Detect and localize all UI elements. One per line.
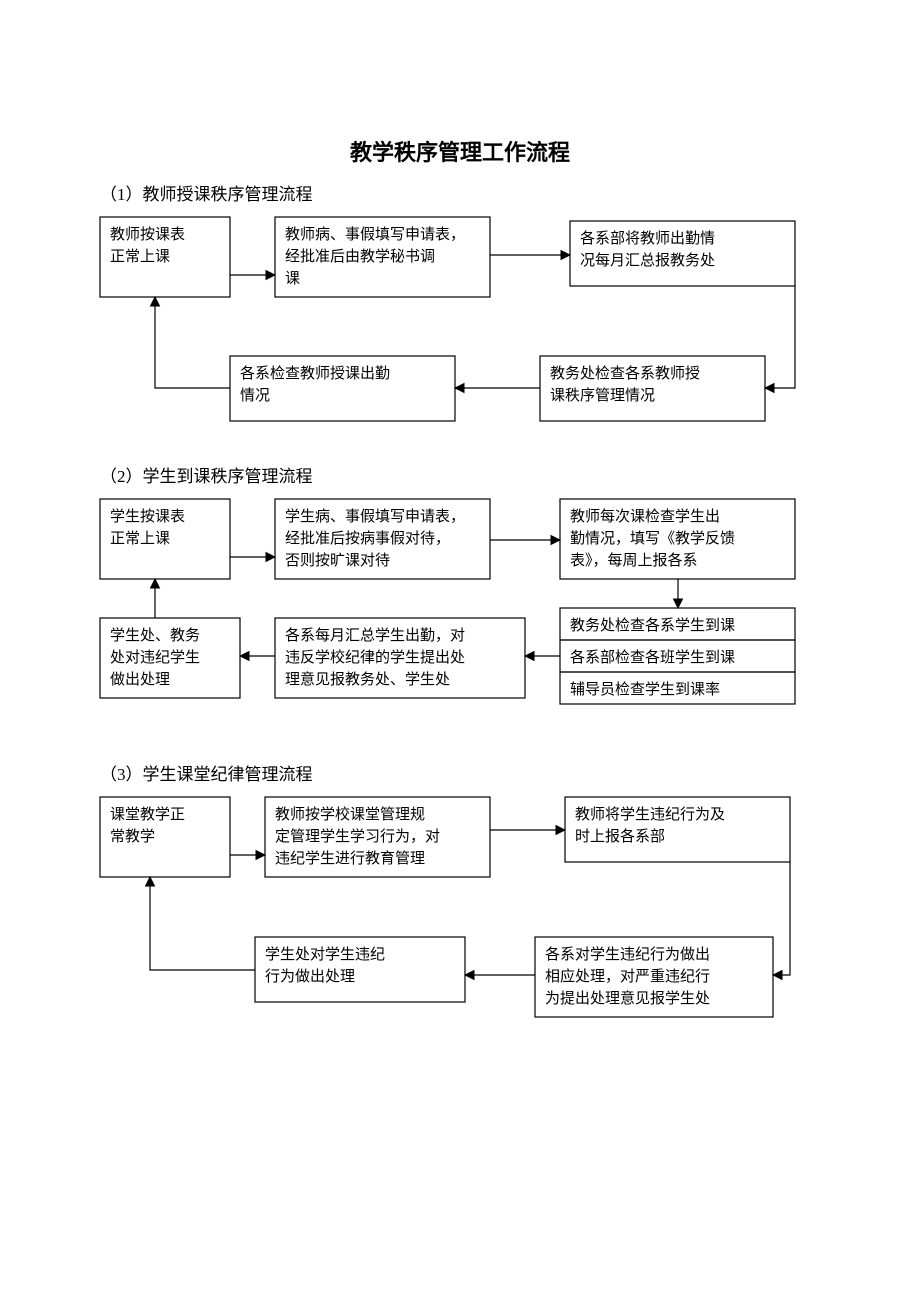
flow-node-text: 行为做出处理 <box>265 968 355 985</box>
flow-node-text: 正常上课 <box>110 530 170 547</box>
flow-node-text: 时上报各系部 <box>575 828 665 845</box>
flow-node-text: 教师病、事假填写申请表， <box>285 226 465 243</box>
flow-node-text: 否则按旷课对待 <box>285 552 390 569</box>
flow-node-text: 课 <box>285 270 300 287</box>
flow-node-text: 教师按学校课堂管理规 <box>275 806 425 823</box>
section-heading: （1）教师授课秩序管理流程 <box>100 185 313 204</box>
flow-node-text: 定管理学生学习行为，对 <box>275 828 440 845</box>
flowchart-canvas: 教学秩序管理工作流程 （1）教师授课秩序管理流程教师按课表正常上课 教师病、事假填写… <box>0 0 920 1300</box>
flow-edge <box>150 877 255 970</box>
flow-node-text: 理意见报教务处、学生处 <box>285 670 450 688</box>
flow-node-text: 为提出处理意见报学生处 <box>545 989 710 1007</box>
flow-node-text: 违纪学生进行教育管理 <box>275 850 425 867</box>
flow-node-text: 处对违纪学生 <box>110 649 200 666</box>
flow-node-text: 各系检查教师授课出勤 <box>240 365 390 382</box>
flow-node-text: 经批准后由教学秘书调 <box>285 248 435 265</box>
flow-node-text: 各系部将教师出勤情 <box>580 230 715 247</box>
section-heading: （2）学生到课秩序管理流程 <box>100 467 313 486</box>
flow-node-text: 学生处对学生违纪 <box>265 946 385 963</box>
flow-node-text: 学生按课表 <box>110 508 185 525</box>
flow-node-text: 勤情况，填写《教学反馈 <box>570 530 735 547</box>
flow-node-text: 表》，每周上报各系 <box>570 552 698 569</box>
flow-edge <box>155 297 230 388</box>
flow-node-text: 常教学 <box>110 828 155 845</box>
section-heading: （3）学生课堂纪律管理流程 <box>100 765 313 784</box>
flow-node-text: 辅导员检查学生到课率 <box>570 681 720 698</box>
flow-node-text: 违反学校纪律的学生提出处 <box>285 649 465 666</box>
flow-node-text: 课秩序管理情况 <box>550 387 655 404</box>
flow-node-text: 情况 <box>240 387 270 404</box>
flow-node-text: 正常上课 <box>110 248 170 265</box>
page-title: 教学秩序管理工作流程 <box>350 140 570 165</box>
flow-node-text: 课堂教学正 <box>110 806 185 823</box>
flow-node-text: 教师按课表 <box>110 226 185 243</box>
flow-edge <box>765 286 795 388</box>
flow-node-text: 教务处检查各系教师授 <box>550 365 700 382</box>
flow-node-text: 教师每次课检查学生出 <box>570 508 720 525</box>
flow-node-text: 教师将学生违纪行为及 <box>575 806 725 823</box>
flow-node-text: 各系对学生违纪行为做出 <box>545 946 710 963</box>
flow-node-text: 相应处理，对严重违纪行 <box>545 967 710 985</box>
flow-node-text: 况每月汇总报教务处 <box>580 252 715 269</box>
flow-node-text: 各系每月汇总学生出勤，对 <box>285 627 465 644</box>
flow-node-text: 学生处、教务 <box>110 627 200 644</box>
flow-node-text: 各系部检查各班学生到课 <box>570 649 735 666</box>
flow-node-text: 经批准后按病事假对待， <box>285 530 450 547</box>
flow-node-text: 教务处检查各系学生到课 <box>570 617 735 634</box>
flow-node-text: 学生病、事假填写申请表， <box>285 508 465 525</box>
flow-edge <box>773 862 790 975</box>
flow-node-text: 做出处理 <box>110 671 170 688</box>
